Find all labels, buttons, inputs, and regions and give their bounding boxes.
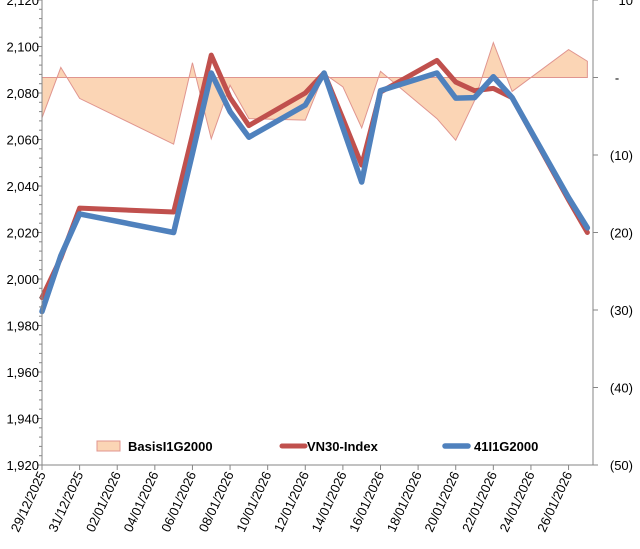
- x-axis-label: 08/01/2026: [196, 469, 237, 534]
- x-axis-label: 04/01/2026: [120, 469, 161, 534]
- x-axis-label: 16/01/2026: [346, 469, 387, 534]
- x-axis-label: 18/01/2026: [384, 469, 425, 534]
- right-axis-label: (30): [610, 303, 633, 318]
- x-axis-label: 12/01/2026: [271, 469, 312, 534]
- right-axis-label: (10): [610, 148, 633, 163]
- left-axis-label: 2,120: [6, 0, 39, 8]
- legend: BasisI1G2000 VN30-Index 41I1G2000: [97, 439, 538, 454]
- right-axis-label: 10: [619, 0, 633, 8]
- right-axis-label: -: [615, 71, 619, 86]
- right-axis-label: (50): [610, 458, 633, 473]
- left-axis-label: 2,060: [6, 133, 39, 148]
- right-axis-label: (40): [610, 381, 633, 396]
- x-axis-label: 06/01/2026: [158, 469, 199, 534]
- legend-label-vn30: VN30-Index: [307, 439, 379, 454]
- left-axis-label: 2,080: [6, 86, 39, 101]
- legend-swatch-basis: [97, 441, 120, 451]
- x-axis-label: 24/01/2026: [497, 469, 538, 534]
- x-axis-label: 26/01/2026: [534, 469, 575, 534]
- right-axis-label: (20): [610, 226, 633, 241]
- x-axis-label: 22/01/2026: [459, 469, 500, 534]
- legend-label-41i1g2000: 41I1G2000: [474, 439, 538, 454]
- legend-label-basis: BasisI1G2000: [128, 439, 213, 454]
- x-axis-label: 02/01/2026: [83, 469, 124, 534]
- x-axis-label: 10/01/2026: [233, 469, 274, 534]
- x-axis-label: 31/12/2025: [45, 469, 86, 534]
- x-axis-label: 20/01/2026: [421, 469, 462, 534]
- left-axis-label: 1,980: [6, 319, 39, 334]
- left-axis-label: 1,960: [6, 365, 39, 380]
- x-axis-label: 29/12/2025: [8, 469, 49, 534]
- left-axis-label: 2,040: [6, 179, 39, 194]
- x-axis-label: 14/01/2026: [309, 469, 350, 534]
- left-axis-label: 1,940: [6, 412, 39, 427]
- left-axis-label: 2,100: [6, 40, 39, 55]
- left-axis-label: 2,000: [6, 272, 39, 287]
- left-axis-label: 2,020: [6, 226, 39, 241]
